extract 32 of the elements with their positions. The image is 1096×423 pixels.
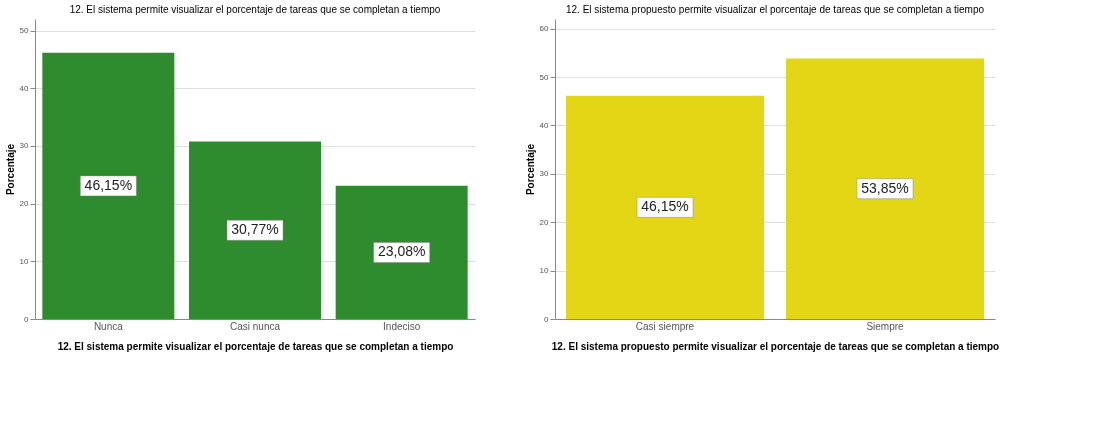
data-label: 30,77% — [231, 221, 279, 238]
y-tick-label: 50 — [19, 26, 30, 36]
bar — [189, 141, 321, 319]
chart-title: 12. El sistema permite visualizar el porcentaje de tareas que se completan a tiempo — [69, 4, 441, 15]
y-tick-label: 0 — [24, 314, 30, 324]
x-tick-label: Casi nunca — [229, 320, 281, 332]
data-label: 23,08% — [377, 243, 426, 260]
y-tick-label: 40 — [539, 120, 550, 130]
y-tick-label: 40 — [19, 83, 30, 93]
y-tick-label: 30 — [19, 141, 30, 151]
y-tick-label: 20 — [539, 217, 550, 227]
y-tick-label: 10 — [539, 266, 550, 276]
y-tick-label: 30 — [539, 169, 550, 179]
y-tick-label: 20 — [19, 199, 30, 209]
y-tick-label: 10 — [19, 256, 30, 266]
bar — [42, 52, 175, 319]
x-axis-title: 12. El sistema permite visualizar el porcentaje de tareas que se completan a tiempo — [57, 340, 454, 352]
y-tick-label: 60 — [539, 24, 550, 34]
x-tick-label: Indeciso — [383, 320, 421, 332]
y-axis-title: Porcentaje — [4, 143, 16, 196]
y-tick-label: 0 — [544, 314, 550, 324]
bar — [335, 185, 468, 319]
x-tick-label: Casi siempre — [635, 320, 695, 332]
x-axis-title: 12. El sistema propuesto permite visualizar el porcentaje de tareas que se completan a tiempo — [551, 340, 1000, 352]
chart-title: 12. El sistema propuesto permite visualizar el porcentaje de tareas que se completan a tiempo — [565, 4, 985, 15]
y-axis-title: Porcentaje — [524, 143, 536, 196]
x-tick-label: Siempre — [866, 320, 905, 332]
data-label: 46,15% — [84, 176, 133, 193]
data-label: 46,15% — [641, 198, 689, 215]
y-tick-label: 50 — [539, 72, 550, 82]
data-label: 53,85% — [861, 179, 909, 196]
x-tick-label: Nunca — [93, 320, 124, 332]
